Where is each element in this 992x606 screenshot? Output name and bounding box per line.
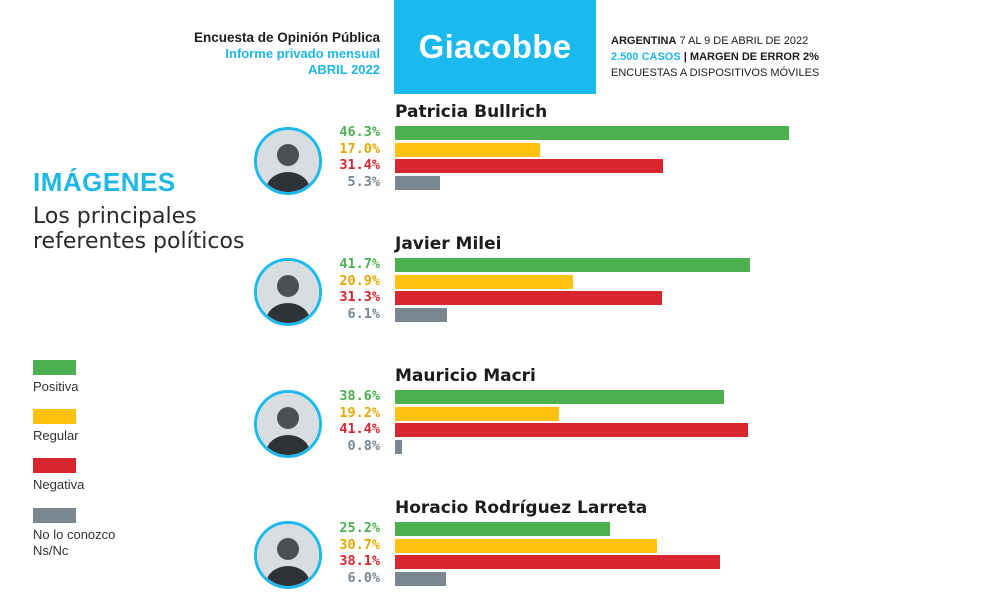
brand-name: Giacobbe: [418, 28, 572, 65]
legend-swatch: [33, 508, 76, 523]
person-icon: [257, 393, 319, 455]
bar-negativa: [395, 423, 748, 437]
data-label: 30.7%: [339, 536, 380, 553]
bar-regular: [395, 142, 540, 157]
bar-regular: [395, 274, 574, 289]
data-label: 6.0%: [347, 569, 380, 586]
bar-regular: [395, 406, 559, 421]
data-label: 19.2%: [339, 404, 380, 421]
bar-positiva: [395, 390, 724, 404]
survey-separator: |: [683, 51, 687, 63]
legend-label: No lo conozco Ns/Nc: [33, 527, 116, 558]
bar-positiva: [395, 258, 751, 272]
person-name: Horacio Rodríguez Larreta: [395, 498, 648, 518]
survey-details: ARGENTINA 7 AL 9 DE ABRIL DE 2022 2.500 …: [611, 33, 819, 81]
person-icon: [257, 130, 319, 192]
person-icon: [257, 524, 319, 586]
survey-title: Encuesta de Opinión Pública: [193, 30, 380, 45]
person-name: Mauricio Macri: [395, 366, 536, 386]
legend-label: Regular: [33, 428, 79, 443]
data-label: 41.7%: [339, 256, 380, 272]
person-name: Patricia Bullrich: [395, 102, 548, 122]
data-label: 41.4%: [339, 421, 380, 437]
bar-negativa: [395, 555, 720, 569]
survey-sample-line: 2.500 CASOS | MARGEN DE ERROR 2%: [611, 49, 819, 65]
bar-no-lo-conozco-ns-nc: [395, 571, 447, 586]
data-label: 0.8%: [347, 437, 380, 454]
legend-label: Positiva: [33, 379, 79, 394]
report-type: Informe privado mensual: [225, 46, 380, 61]
brand-logo: Giacobbe: [394, 0, 596, 94]
bar-no-lo-conozco-ns-nc: [395, 175, 441, 190]
data-label: 38.6%: [339, 388, 380, 404]
legend-swatch: [33, 458, 76, 473]
avatar: [254, 390, 322, 458]
data-label: 5.3%: [347, 173, 380, 190]
bar-negativa: [395, 291, 662, 305]
survey-dates: 7 AL 9 DE ABRIL DE 2022: [679, 35, 809, 47]
avatar: [254, 521, 322, 589]
survey-country: ARGENTINA: [611, 35, 677, 47]
survey-cases: 2.500 CASOS: [611, 51, 681, 63]
data-label: 25.2%: [339, 520, 380, 536]
person-name: Javier Milei: [395, 234, 502, 254]
legend-label: Negativa: [33, 477, 85, 492]
data-label: 46.3%: [339, 124, 380, 140]
bar-regular: [395, 538, 657, 553]
survey-margin: MARGEN DE ERROR 2%: [689, 51, 819, 63]
avatar: [254, 127, 322, 195]
legend-swatch: [33, 409, 76, 424]
bar-negativa: [395, 159, 663, 173]
survey-location-line: ARGENTINA 7 AL 9 DE ABRIL DE 2022: [611, 33, 819, 49]
legend-item-regular: Regular: [33, 409, 79, 444]
bar-no-lo-conozco-ns-nc: [395, 439, 402, 454]
person-icon: [257, 261, 319, 323]
header-info: Encuesta de Opinión Pública Informe priv…: [110, 30, 380, 78]
avatar: [254, 258, 322, 326]
data-label: 17.0%: [339, 140, 380, 157]
survey-method: ENCUESTAS A DISPOSITIVOS MÓVILES: [611, 67, 820, 79]
data-label: 20.9%: [339, 272, 380, 289]
report-date: ABRIL 2022: [307, 62, 380, 77]
data-label: 31.3%: [339, 289, 380, 305]
data-label: 31.4%: [339, 157, 380, 173]
bar-positiva: [395, 126, 790, 140]
legend-item-no-lo-conozco: No lo conozco Ns/Nc: [33, 508, 115, 559]
data-label: 38.1%: [339, 553, 380, 569]
section-title: IMÁGENES: [33, 167, 176, 197]
legend-item-positiva: Positiva: [33, 360, 79, 395]
legend-swatch: [33, 360, 76, 375]
data-label: 6.1%: [347, 305, 380, 322]
bar-positiva: [395, 522, 610, 536]
bar-no-lo-conozco-ns-nc: [395, 307, 447, 322]
legend-item-negativa: Negativa: [33, 458, 84, 493]
section-subtitle: Los principales referentes políticos: [33, 204, 245, 254]
